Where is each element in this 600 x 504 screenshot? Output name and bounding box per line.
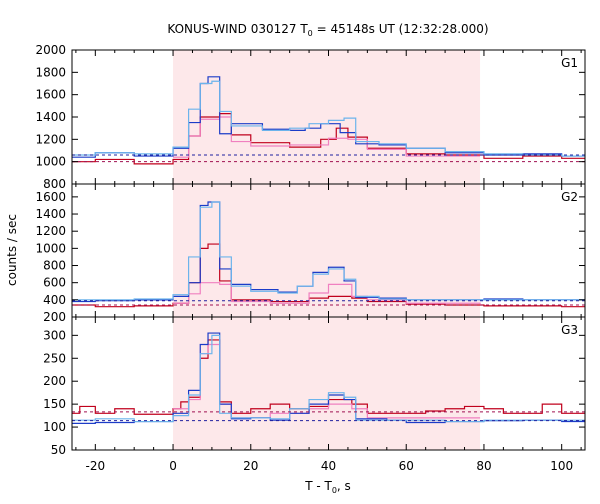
y-tick-label: 800 xyxy=(43,259,66,273)
y-tick-label: 200 xyxy=(43,310,66,324)
series-pink xyxy=(173,282,481,305)
series-group xyxy=(72,76,585,165)
y-tick-label: 50 xyxy=(51,443,66,457)
y-tick-label: 300 xyxy=(43,328,66,342)
y-tick-label: 1600 xyxy=(35,190,66,204)
panels-group: 800100012001400160018002000G120040060080… xyxy=(35,43,586,473)
series-dark_blue xyxy=(72,76,585,158)
y-tick-label: 1400 xyxy=(35,207,66,221)
x-tick-label: -20 xyxy=(86,459,106,473)
x-tick-label: 80 xyxy=(476,459,491,473)
panel-g3: 50 100 150 200 250 300 G3 xyxy=(43,316,586,457)
panel-label: G3 xyxy=(561,323,578,337)
panel-label: G1 xyxy=(561,56,578,70)
x-tick-label: 40 xyxy=(321,459,336,473)
y-tick-label: 600 xyxy=(43,276,66,290)
y-tick-label: 1200 xyxy=(35,132,66,146)
y-tick-label: 800 xyxy=(43,177,66,191)
interval-highlight xyxy=(173,317,481,450)
y-tick-label: 200 xyxy=(43,374,66,388)
y-tick-label: 250 xyxy=(43,351,66,365)
series-group xyxy=(72,201,585,308)
series-light_blue xyxy=(72,201,585,301)
panel-g2: 200 400 600 800 1000 1200 1400 1600 G2 xyxy=(35,183,586,324)
y-tick-label: 1200 xyxy=(35,224,66,238)
series-light_blue xyxy=(72,80,585,157)
series-group xyxy=(72,332,585,424)
y-tick-label: 400 xyxy=(43,293,66,307)
series-dark_red xyxy=(72,339,585,415)
series-dark_red xyxy=(72,113,585,165)
x-tick-label: 20 xyxy=(243,459,258,473)
y-tick-label: 1800 xyxy=(35,65,66,79)
panel-g1: 800 1000 1200 1400 1600 1800 2000 G1 xyxy=(35,43,586,191)
x-tick-label: 60 xyxy=(399,459,414,473)
x-axis-label: T - T0, s xyxy=(304,479,351,495)
x-tick-label: 0 xyxy=(169,459,177,473)
y-tick-label: 150 xyxy=(43,397,66,411)
interval-highlight xyxy=(173,184,481,317)
panel-label: G2 xyxy=(561,190,578,204)
y-tick-label: 1600 xyxy=(35,88,66,102)
y-tick-label: 1000 xyxy=(35,155,66,169)
x-tick-label: 100 xyxy=(550,459,573,473)
y-axis-label: counts / sec xyxy=(5,214,19,286)
y-tick-label: 100 xyxy=(43,420,66,434)
y-tick-label: 1000 xyxy=(35,241,66,255)
chart-title: KONUS-WIND 030127 T0 = 45148s UT (12:32:… xyxy=(167,22,488,38)
y-tick-label: 1400 xyxy=(35,110,66,124)
y-tick-label: 2000 xyxy=(35,43,66,57)
